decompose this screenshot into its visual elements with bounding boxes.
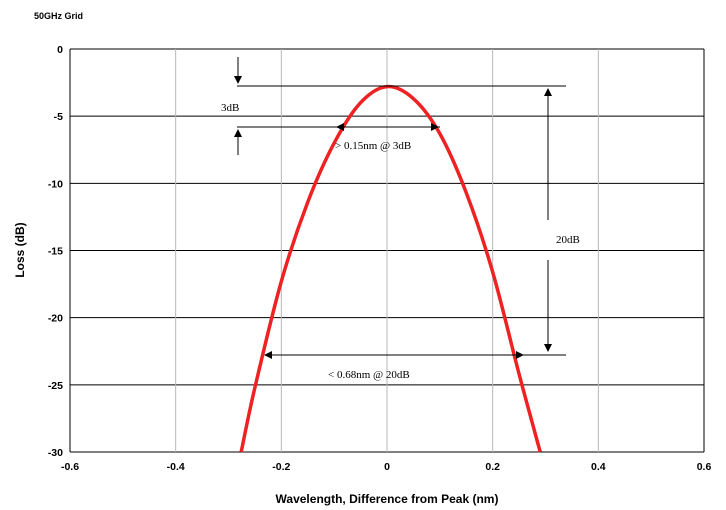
y-axis-label: Loss (dB) (13, 222, 27, 277)
x-tick-label: -0.6 (61, 461, 79, 473)
y-tick-label: -20 (48, 313, 63, 325)
loss-curve-line (239, 84, 542, 453)
grid-lines (69, 48, 705, 453)
annotation-3db: 3dB (221, 102, 239, 114)
x-tick-label: 0.4 (591, 461, 606, 473)
annotation-width-3db: > 0.15nm @ 3dB (335, 140, 411, 152)
y-tick-label: -10 (48, 178, 63, 190)
annotation-width-20db: < 0.68nm @ 20dB (328, 369, 410, 381)
x-tick-label: 0 (384, 461, 390, 473)
y-tick-label: -25 (48, 380, 63, 392)
y-tick-label: -30 (48, 447, 63, 459)
x-tick-label: -0.2 (272, 461, 290, 473)
x-tick-label: 0.6 (697, 461, 712, 473)
tick-labels: 0 -5 -10 -15 -20 -25 -30 -0.6 -0.4 -0.2 0 0.2 0.4 0.6 (48, 44, 712, 473)
x-axis-label: Wavelength, Difference from Peak (nm) (276, 492, 499, 506)
y-tick-label: 0 (57, 44, 63, 56)
x-tick-label: -0.4 (167, 461, 185, 473)
annotation-20db: 20dB (556, 234, 580, 246)
chart-title: 50GHz Grid (34, 11, 84, 21)
y-tick-label: -5 (54, 111, 63, 123)
y-tick-label: -15 (48, 246, 63, 258)
x-tick-label: 0.2 (485, 461, 500, 473)
annotations: 3dB > 0.15nm @ 3dB 20dB < 0.68nm @ 20dB (221, 57, 580, 381)
series-layer (239, 84, 542, 453)
